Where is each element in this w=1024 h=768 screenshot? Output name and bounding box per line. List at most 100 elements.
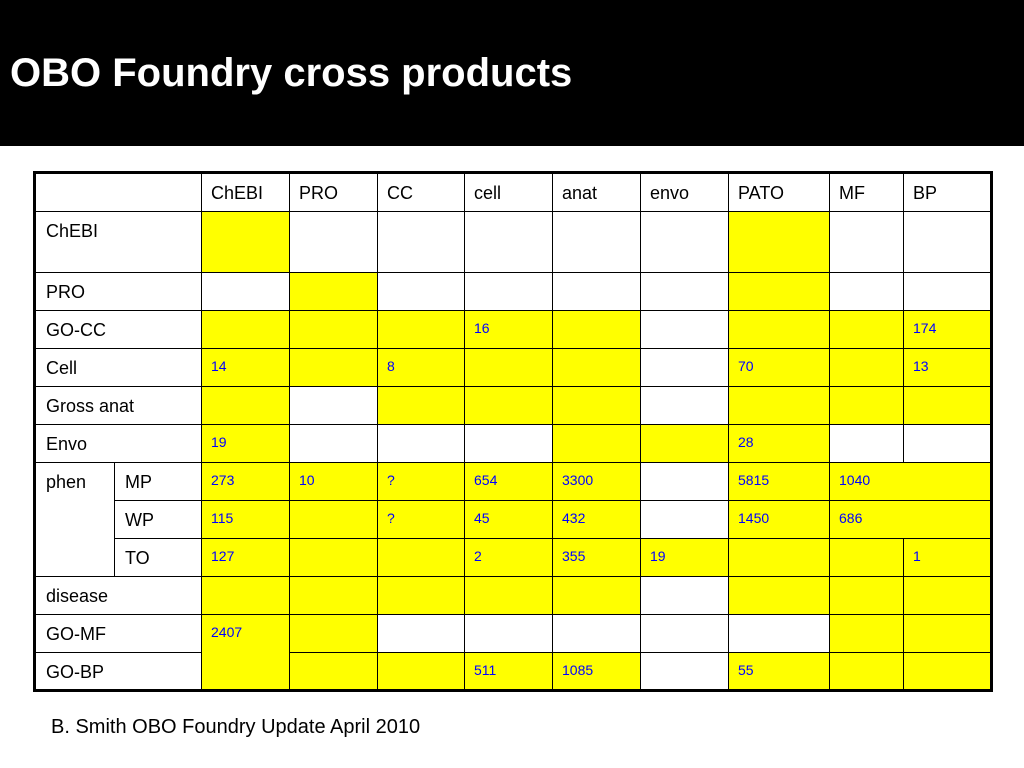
table-row-go-cc: GO-CC 16 174 xyxy=(34,310,992,349)
table-cell: 45 xyxy=(464,500,553,539)
table-cell xyxy=(552,348,641,387)
table-row-go-bp: GO-BP 511 1085 55 xyxy=(34,652,992,691)
table-cell xyxy=(640,614,729,653)
cell-value: ? xyxy=(387,472,395,488)
cell-value: 2407 xyxy=(211,624,243,640)
table-row-disease: disease xyxy=(34,576,992,615)
table-cell xyxy=(377,424,465,463)
cell-value: 55 xyxy=(738,662,754,678)
table-cell xyxy=(829,211,904,273)
table-cell: 273 xyxy=(201,462,290,501)
table-cell: ? xyxy=(377,462,465,501)
table-cell xyxy=(377,652,465,691)
row-label-go-bp: GO-BP xyxy=(34,652,202,691)
table-cell xyxy=(201,576,290,615)
cell-value: ? xyxy=(387,510,395,526)
table-cell xyxy=(640,576,729,615)
table-cell: 2407 xyxy=(201,614,290,691)
cell-value: 45 xyxy=(474,510,490,526)
table-cell xyxy=(728,310,830,349)
table-cell: 10 xyxy=(289,462,378,501)
table-cell: 16 xyxy=(464,310,553,349)
table-cell xyxy=(903,386,992,425)
table-cell: 1450 xyxy=(728,500,830,539)
table-cell xyxy=(377,614,465,653)
row-label-disease: disease xyxy=(34,576,202,615)
col-header-pato: PATO xyxy=(728,172,830,212)
table-row-chebi: ChEBI xyxy=(34,211,992,273)
cell-value: 13 xyxy=(913,358,929,374)
table-row-gross-anat: Gross anat xyxy=(34,386,992,425)
table-cell xyxy=(201,310,290,349)
table-cell xyxy=(377,538,465,577)
col-header-envo: envo xyxy=(640,172,729,212)
table-cell: 8 xyxy=(377,348,465,387)
table-row-pro: PRO xyxy=(34,272,992,311)
table-cell xyxy=(289,538,378,577)
cell-value: 19 xyxy=(211,434,227,450)
col-header-mf: MF xyxy=(829,172,904,212)
table-cell xyxy=(464,348,553,387)
col-header-bp: BP xyxy=(903,172,992,212)
cell-value: 686 xyxy=(839,510,863,526)
table-cell xyxy=(728,272,830,311)
cell-value: 3300 xyxy=(562,472,594,488)
table-cell: 1 xyxy=(903,538,992,577)
cell-value: 19 xyxy=(650,548,666,564)
cell-value: 14 xyxy=(211,358,227,374)
table-cell xyxy=(640,424,729,463)
corner-cell xyxy=(34,172,202,212)
table-cell xyxy=(289,348,378,387)
table-cell xyxy=(903,424,992,463)
cell-value: 1040 xyxy=(839,472,871,488)
table-row-cell: Cell 14 8 70 13 xyxy=(34,348,992,387)
table-cell: 19 xyxy=(640,538,729,577)
table-cell: 654 xyxy=(464,462,553,501)
row-label-go-cc: GO-CC xyxy=(34,310,202,349)
table-row-go-mf: GO-MF 2407 xyxy=(34,614,992,691)
table-cell xyxy=(289,576,378,615)
table-cell xyxy=(640,310,729,349)
col-header-chebi: ChEBI xyxy=(201,172,290,212)
row-label-chebi: ChEBI xyxy=(34,211,202,273)
cell-value: 1085 xyxy=(562,662,594,678)
table-cell xyxy=(289,500,378,539)
table-cell xyxy=(829,652,904,691)
table-cell xyxy=(829,386,904,425)
table-cell xyxy=(552,386,641,425)
row-label-pro: PRO xyxy=(34,272,202,311)
table-cell xyxy=(903,652,992,691)
table-cell xyxy=(903,614,992,653)
table-cell xyxy=(377,576,465,615)
table-cell xyxy=(903,576,992,615)
cell-value: 1 xyxy=(913,548,921,564)
table-cell: 174 xyxy=(903,310,992,349)
table-cell xyxy=(552,211,641,273)
row-label-cell: Cell xyxy=(34,348,202,387)
table-cell xyxy=(464,576,553,615)
table-cell: ? xyxy=(377,500,465,539)
table-cell xyxy=(201,211,290,273)
table-cell xyxy=(552,614,641,653)
title-bar: OBO Foundry cross products xyxy=(0,0,1024,146)
cell-value: 70 xyxy=(738,358,754,374)
table-cell xyxy=(640,462,729,501)
cell-value: 654 xyxy=(474,472,498,488)
table-cell xyxy=(728,538,830,577)
table-cell xyxy=(377,272,465,311)
table-cell xyxy=(377,386,465,425)
row-label-gross-anat: Gross anat xyxy=(34,386,202,425)
row-label-mp: MP xyxy=(114,462,202,501)
cell-value: 355 xyxy=(562,548,586,564)
row-group-label-phen: phen xyxy=(34,462,115,577)
table-cell xyxy=(728,386,830,425)
table-cell xyxy=(829,310,904,349)
table-cell xyxy=(728,576,830,615)
table-cell xyxy=(289,310,378,349)
table-cell xyxy=(464,386,553,425)
table-cell xyxy=(829,424,904,463)
table-cell: 127 xyxy=(201,538,290,577)
cell-value: 511 xyxy=(474,662,497,678)
table-cell xyxy=(552,272,641,311)
table-cell xyxy=(829,614,904,653)
